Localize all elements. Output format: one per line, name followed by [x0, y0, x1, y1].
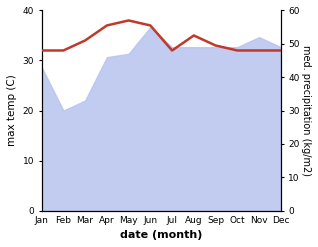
Y-axis label: max temp (C): max temp (C) — [7, 75, 17, 146]
X-axis label: date (month): date (month) — [120, 230, 203, 240]
Y-axis label: med. precipitation (kg/m2): med. precipitation (kg/m2) — [301, 45, 311, 176]
